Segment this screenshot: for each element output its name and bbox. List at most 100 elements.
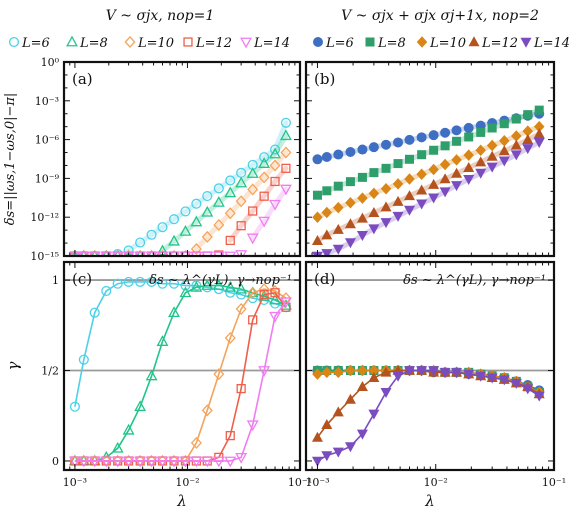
data-point <box>280 146 292 159</box>
data-point <box>259 191 269 201</box>
data-point <box>368 187 380 200</box>
data-point <box>236 289 247 300</box>
data-point <box>345 177 355 187</box>
legend-item-l12: L=12 <box>183 36 232 51</box>
data-point <box>321 451 333 462</box>
data-point <box>368 372 380 383</box>
data-point <box>224 280 237 292</box>
data-point <box>190 280 203 292</box>
y-tick-label: 0 <box>52 455 59 468</box>
data-point <box>156 251 169 256</box>
data-point <box>190 436 202 449</box>
data-point <box>498 375 510 386</box>
data-point <box>213 183 224 194</box>
data-point <box>311 456 323 467</box>
series-line <box>74 284 287 462</box>
y-tick-label: 1 <box>52 274 59 287</box>
data-point <box>89 307 100 318</box>
data-point <box>311 235 323 246</box>
data-point <box>168 456 180 468</box>
data-point <box>429 145 439 155</box>
data-point <box>224 186 237 198</box>
data-point <box>270 176 280 187</box>
legend-marker <box>8 36 20 48</box>
panel-annotation: δs ~ λ^(γL), γ→nop⁻¹ <box>403 273 546 288</box>
data-point <box>451 154 462 166</box>
legend-marker <box>66 35 78 47</box>
data-point <box>428 178 440 189</box>
fit-line <box>193 150 289 252</box>
series-l12 <box>311 128 545 246</box>
data-point <box>393 159 403 169</box>
legend-marker <box>520 37 532 48</box>
data-point <box>475 371 487 382</box>
data-point <box>201 279 214 290</box>
data-point <box>201 251 214 256</box>
legend-right: L=6 L=8 L=10 L=12 L=14 <box>313 36 570 51</box>
data-point <box>333 181 343 191</box>
panel-c: 0 1/2 1 10⁻³ 10⁻² 10⁻¹ λ γ (c) δs ~ λ^(γL), γ→nop… <box>4 260 312 510</box>
data-point <box>417 150 427 160</box>
data-point <box>393 137 404 148</box>
data-point <box>332 406 344 417</box>
data-point <box>510 139 522 150</box>
data-point <box>475 144 486 157</box>
series-l10 <box>312 120 545 223</box>
data-point <box>190 251 203 256</box>
data-point <box>247 286 259 299</box>
data-point <box>439 158 451 171</box>
data-point <box>157 278 168 289</box>
data-point <box>190 456 203 468</box>
data-point <box>321 229 333 240</box>
data-point <box>321 419 333 430</box>
data-point <box>68 456 81 468</box>
y-tick-label: 10⁻¹² <box>30 211 59 224</box>
plot-area <box>311 105 545 256</box>
data-point <box>77 456 90 468</box>
data-point <box>179 251 192 256</box>
data-point <box>201 230 213 243</box>
data-point <box>248 315 258 325</box>
data-point <box>357 144 368 155</box>
data-point <box>533 138 545 149</box>
data-point <box>122 423 135 435</box>
data-point <box>368 409 380 420</box>
data-point <box>77 251 90 256</box>
legend-marker <box>313 37 323 47</box>
series-l10 <box>69 283 292 467</box>
x-tick-label: 10⁻² <box>424 476 448 489</box>
legend-item-l14: L=14 <box>240 36 290 51</box>
data-point <box>345 364 356 377</box>
figure-header: V ~ σjx, nop=1 V ~ σjx + σjx σj+1x, nop=… <box>106 8 539 24</box>
legend-label: L=14 <box>253 36 290 51</box>
data-point <box>201 404 213 417</box>
data-point <box>332 244 344 255</box>
series-l6 <box>69 276 291 412</box>
legend-item-l8: L=8 <box>365 36 406 51</box>
data-point <box>135 237 146 248</box>
data-point <box>145 251 158 256</box>
series-l8 <box>71 129 292 256</box>
data-point <box>368 207 380 218</box>
data-point <box>224 207 236 220</box>
data-point <box>475 156 487 167</box>
data-point <box>269 159 281 172</box>
data-point <box>416 199 428 210</box>
legend-marker <box>240 37 252 49</box>
data-point <box>279 129 292 141</box>
data-point <box>312 211 323 223</box>
data-point <box>179 286 192 298</box>
series-line <box>74 301 287 462</box>
data-point <box>111 456 124 468</box>
data-point <box>168 306 180 318</box>
data-point <box>439 187 451 198</box>
y-tick-label: 1/2 <box>41 365 59 378</box>
data-point <box>145 456 158 468</box>
x-tick-label: 10⁻¹ <box>288 476 312 489</box>
data-point <box>212 279 225 290</box>
data-point <box>321 366 333 379</box>
data-point <box>134 251 147 256</box>
data-point <box>100 251 113 256</box>
data-point <box>368 142 379 153</box>
data-point <box>428 163 439 176</box>
